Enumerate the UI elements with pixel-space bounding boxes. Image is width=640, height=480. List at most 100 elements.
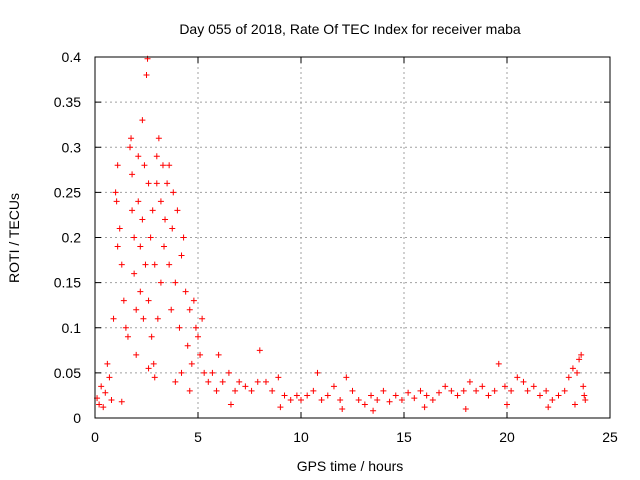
data-point bbox=[153, 180, 160, 187]
data-point bbox=[293, 392, 300, 399]
x-tick-label: 0 bbox=[91, 429, 99, 445]
data-point bbox=[262, 378, 269, 385]
data-point bbox=[417, 387, 424, 394]
data-point bbox=[192, 324, 199, 331]
data-point bbox=[423, 392, 430, 399]
data-point bbox=[462, 405, 469, 412]
data-point bbox=[236, 378, 243, 385]
data-point bbox=[421, 404, 428, 411]
data-point bbox=[411, 395, 418, 402]
data-point bbox=[148, 333, 155, 340]
data-point bbox=[269, 387, 276, 394]
data-point bbox=[479, 383, 486, 390]
data-point bbox=[184, 342, 191, 349]
data-point bbox=[170, 189, 177, 196]
data-point bbox=[142, 261, 149, 268]
data-point bbox=[374, 396, 381, 403]
data-point bbox=[182, 288, 189, 295]
data-point bbox=[254, 378, 261, 385]
data-point bbox=[530, 383, 537, 390]
axis-ticks: 0 5 10 15 20 25 0 0.05 0.1 0.15 0.2 0.25 0.3 0.35 0.4 bbox=[54, 49, 618, 445]
data-point bbox=[172, 279, 179, 286]
y-tick-label: 0.1 bbox=[62, 320, 82, 336]
data-point bbox=[190, 297, 197, 304]
data-point bbox=[112, 189, 119, 196]
data-point bbox=[473, 387, 480, 394]
data-point bbox=[454, 392, 461, 399]
data-point bbox=[398, 396, 405, 403]
y-axis-label: ROTI / TECUs bbox=[6, 193, 22, 283]
data-point bbox=[580, 383, 587, 390]
data-point bbox=[205, 378, 212, 385]
data-point bbox=[133, 351, 140, 358]
data-point bbox=[501, 383, 508, 390]
data-point bbox=[215, 351, 222, 358]
y-tick-label: 0.2 bbox=[62, 230, 82, 246]
data-point bbox=[186, 387, 193, 394]
y-tick-label: 0.05 bbox=[54, 365, 81, 381]
data-point bbox=[392, 392, 399, 399]
data-point bbox=[219, 378, 226, 385]
data-point bbox=[151, 374, 158, 381]
data-point bbox=[576, 356, 583, 363]
data-point bbox=[137, 288, 144, 295]
data-point bbox=[436, 389, 443, 396]
data-point bbox=[549, 396, 556, 403]
data-point bbox=[114, 243, 121, 250]
data-point bbox=[114, 162, 121, 169]
data-point bbox=[169, 225, 176, 232]
data-point bbox=[129, 207, 136, 214]
data-point bbox=[275, 374, 282, 381]
data-point bbox=[287, 396, 294, 403]
data-point bbox=[129, 171, 136, 178]
data-point bbox=[180, 234, 187, 241]
data-point bbox=[154, 315, 161, 322]
data-point bbox=[104, 360, 111, 367]
data-point bbox=[571, 401, 578, 408]
data-point bbox=[349, 387, 356, 394]
data-point bbox=[131, 270, 138, 277]
data-point bbox=[135, 198, 142, 205]
data-point bbox=[361, 401, 368, 408]
plot-frame bbox=[94, 56, 611, 419]
data-point bbox=[168, 306, 175, 313]
data-point bbox=[164, 180, 171, 187]
data-point bbox=[159, 162, 166, 169]
data-point bbox=[199, 315, 206, 322]
data-point bbox=[139, 117, 146, 124]
data-point bbox=[281, 392, 288, 399]
data-point bbox=[485, 392, 492, 399]
data-point bbox=[304, 392, 311, 399]
x-tick-label: 20 bbox=[499, 429, 515, 445]
data-point bbox=[145, 365, 152, 372]
data-point bbox=[155, 135, 162, 142]
data-point bbox=[122, 324, 129, 331]
data-point bbox=[514, 374, 521, 381]
data-point bbox=[561, 387, 568, 394]
data-point bbox=[128, 135, 135, 142]
y-tick-label: 0.35 bbox=[54, 94, 81, 110]
data-point bbox=[248, 387, 255, 394]
data-point bbox=[232, 387, 239, 394]
data-point bbox=[166, 261, 173, 268]
data-point bbox=[141, 162, 148, 169]
data-point bbox=[150, 360, 157, 367]
data-point bbox=[96, 401, 103, 408]
data-point bbox=[113, 198, 120, 205]
data-point bbox=[343, 374, 350, 381]
data-point bbox=[442, 383, 449, 390]
x-tick-label: 5 bbox=[194, 429, 202, 445]
data-point bbox=[133, 306, 140, 313]
data-point bbox=[157, 279, 164, 286]
data-point bbox=[120, 297, 127, 304]
data-point bbox=[578, 351, 585, 358]
data-point bbox=[310, 387, 317, 394]
data-point bbox=[318, 396, 325, 403]
data-point bbox=[124, 333, 131, 340]
data-point bbox=[145, 297, 152, 304]
data-point bbox=[162, 216, 169, 223]
data-point bbox=[368, 392, 375, 399]
data-point bbox=[581, 392, 588, 399]
data-point bbox=[491, 387, 498, 394]
